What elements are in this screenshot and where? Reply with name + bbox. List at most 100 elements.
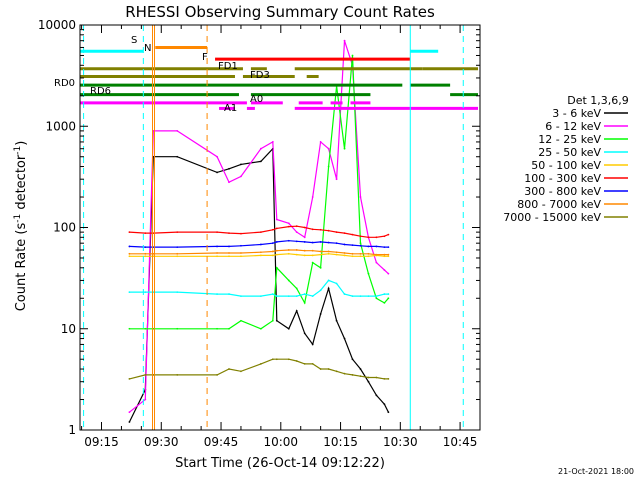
series-point-8	[383, 253, 386, 256]
series-line-2	[129, 40, 389, 413]
series-point-9	[311, 362, 314, 365]
series-point-4	[287, 295, 290, 298]
footer-timestamp: 21-Oct-2021 18:00	[558, 467, 634, 476]
series-point-9	[343, 372, 346, 375]
series-point-7	[128, 245, 131, 248]
flag-bars-layer	[80, 45, 479, 110]
series-point-7	[383, 246, 386, 249]
y-tick-label: 1	[68, 423, 76, 437]
series-point-7	[343, 243, 346, 246]
series-point-2	[275, 218, 278, 221]
x-tick-label: 10:00	[263, 435, 298, 449]
series-point-6	[343, 232, 346, 235]
series-point-8	[303, 249, 306, 252]
legend-label-5: 50 - 100 keV	[531, 159, 601, 172]
flag-label-s: S	[131, 35, 137, 46]
series-point-7	[144, 246, 147, 249]
series-point-2	[343, 39, 346, 42]
series-line-5	[129, 253, 389, 257]
series-point-9	[228, 368, 230, 370]
series-point-5	[343, 254, 346, 257]
series-point-5	[216, 255, 218, 258]
y-tick-label: 10	[61, 322, 76, 336]
series-point-5	[228, 255, 230, 258]
series-line-7	[129, 240, 389, 248]
series-point-9	[303, 362, 306, 365]
legend-label-8: 800 - 7000 keV	[517, 198, 601, 211]
series-point-2	[303, 236, 306, 239]
series-point-7	[216, 245, 218, 248]
series-point-3	[311, 261, 314, 264]
series-point-6	[367, 236, 370, 239]
series-point-7	[295, 240, 298, 243]
x-tick-label: 09:45	[204, 435, 239, 449]
series-point-3	[275, 266, 278, 269]
series-point-7	[287, 239, 290, 242]
y-tick-label: 100	[53, 221, 76, 235]
series-point-5	[383, 255, 386, 258]
series-point-7	[259, 243, 262, 246]
series-point-3	[303, 302, 306, 304]
series-point-2	[176, 129, 179, 132]
series-point-7	[375, 245, 378, 248]
series-point-3	[343, 147, 346, 150]
chart-title: RHESSI Observing Summary Count Rates	[125, 3, 435, 21]
series-point-4	[176, 291, 179, 294]
series-point-4	[383, 293, 386, 295]
series-point-6	[240, 232, 242, 235]
series-point-1	[375, 394, 378, 397]
series-point-9	[128, 377, 131, 380]
series-point-9	[319, 368, 322, 370]
series-point-7	[367, 245, 370, 248]
series-point-5	[359, 255, 362, 258]
series-point-9	[287, 358, 290, 361]
series-line-6	[129, 225, 389, 238]
series-line-9	[129, 358, 389, 380]
series-point-8	[327, 250, 330, 253]
series-point-1	[319, 313, 322, 315]
series-point-6	[287, 225, 290, 228]
series-point-2	[311, 196, 314, 198]
series-point-3	[319, 266, 322, 269]
series-point-8	[375, 253, 378, 256]
series-point-7	[240, 244, 242, 247]
flag-label-fd1: FD1	[218, 61, 238, 72]
series-point-6	[128, 231, 131, 234]
series-point-1	[228, 167, 230, 170]
series-point-9	[367, 376, 370, 379]
series-point-8	[176, 252, 179, 255]
legend-label-7: 300 - 800 keV	[524, 185, 601, 198]
x-axis-label: Start Time (26-Oct-14 09:12:22)	[175, 456, 385, 471]
x-tick-label: 09:15	[84, 435, 119, 449]
series-point-9	[271, 358, 274, 361]
series-point-2	[387, 272, 390, 275]
series-point-1	[295, 310, 298, 312]
series-point-4	[375, 295, 378, 298]
flag-label-a0: A0	[250, 94, 263, 105]
series-point-4	[335, 282, 338, 285]
series-point-9	[176, 374, 179, 376]
series-point-7	[275, 241, 278, 243]
series-point-8	[144, 252, 147, 255]
flag-label-a1: A1	[224, 103, 237, 114]
series-point-3	[144, 327, 147, 330]
series-point-2	[144, 398, 147, 401]
series-point-4	[275, 295, 278, 298]
series-point-9	[335, 370, 338, 373]
x-tick-label: 10:45	[443, 435, 478, 449]
series-point-3	[287, 279, 290, 282]
series-point-6	[351, 233, 354, 236]
series-point-5	[367, 255, 370, 258]
legend-label-2: 6 - 12 keV	[545, 120, 601, 133]
series-point-1	[259, 160, 262, 163]
series-point-4	[128, 291, 131, 294]
series-point-1	[335, 319, 338, 322]
series-point-7	[176, 246, 179, 249]
series-point-5	[128, 255, 131, 258]
series-point-2	[375, 261, 378, 264]
series-point-1	[311, 343, 314, 346]
series-point-8	[216, 252, 218, 254]
